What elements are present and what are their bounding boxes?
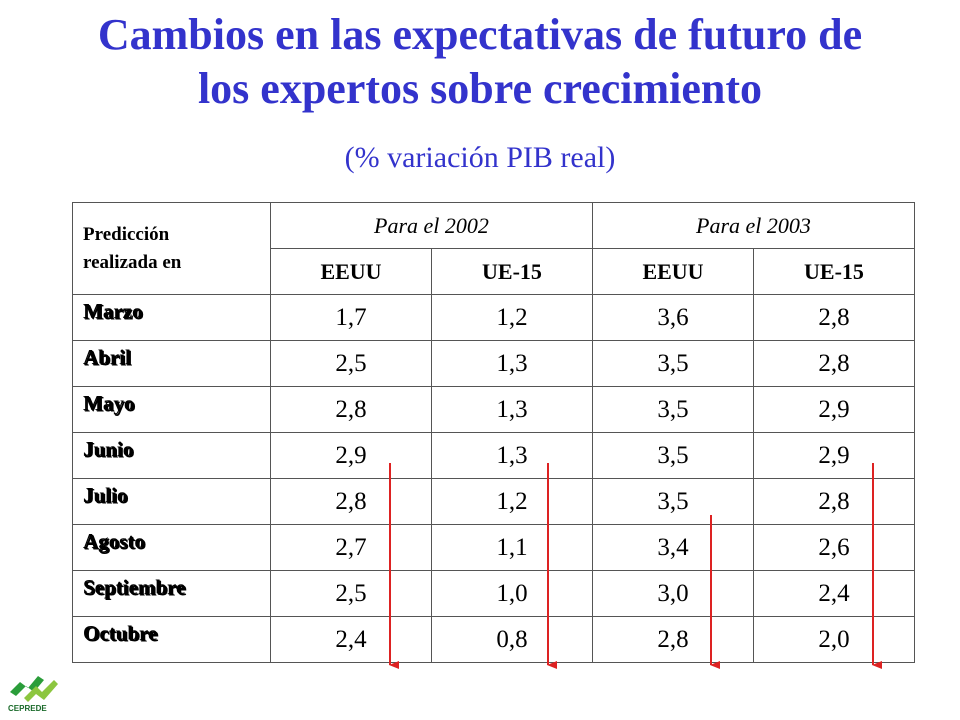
value-cell: 3,5 [592,432,754,479]
month-label: Septiembre [72,570,271,617]
month-label: Junio [72,432,271,479]
header-region: EEUU [270,248,432,295]
value-cell: 2,6 [753,524,915,571]
table-row: Abril 2,5 1,3 3,5 2,8 [72,340,915,387]
value-cell: 1,3 [431,340,593,387]
value-cell: 3,5 [592,386,754,433]
page-subtitle: (% variación PIB real) [344,141,616,174]
value-cell: 0,8 [431,616,593,663]
value-cell: 1,2 [431,294,593,341]
value-cell: 2,4 [270,616,432,663]
value-cell: 2,8 [592,616,754,663]
value-cell: 2,7 [270,524,432,571]
month-label: Julio [72,478,271,525]
ceprede-logo-icon: CEPREDE [8,676,58,713]
value-cell: 1,1 [431,524,593,571]
value-cell: 3,5 [592,340,754,387]
logo-text: CEPREDE [8,704,47,713]
corner-line-1: Predicción [83,223,170,245]
header-corner: Predicción realizada en [72,202,271,295]
value-cell: 2,5 [270,340,432,387]
value-cell: 1,2 [431,478,593,525]
value-cell: 2,8 [753,478,915,525]
table-row: Septiembre 2,5 1,0 3,0 2,4 [72,570,915,617]
title-line-2: los expertos sobre crecimiento [197,64,763,113]
value-cell: 2,9 [753,432,915,479]
value-cell: 1,7 [270,294,432,341]
value-cell: 3,0 [592,570,754,617]
table-row: Agosto 2,7 1,1 3,4 2,6 [72,524,915,571]
header-region: UE-15 [431,248,593,295]
value-cell: 2,8 [753,294,915,341]
title-line-1: Cambios en las expectativas de futuro de [97,10,863,59]
corner-line-2: realizada en [83,251,182,273]
value-cell: 2,9 [753,386,915,433]
table-row: Julio 2,8 1,2 3,5 2,8 [72,478,915,525]
month-label: Mayo [72,386,271,433]
value-cell: 2,0 [753,616,915,663]
month-label: Marzo [72,294,271,341]
forecast-table: Predicción realizada en Para el 2002 Par… [72,202,915,663]
value-cell: 3,4 [592,524,754,571]
month-label: Octubre [72,616,271,663]
value-cell: 2,9 [270,432,432,479]
value-cell: 3,5 [592,478,754,525]
month-label: Agosto [72,524,271,571]
header-region: UE-15 [753,248,915,295]
ceprede-logo: CEPREDE [6,670,62,719]
value-cell: 2,8 [753,340,915,387]
table-row: Octubre 2,4 0,8 2,8 2,0 [72,616,915,663]
header-year-2003: Para el 2003 [592,202,915,249]
table-row: Junio 2,9 1,3 3,5 2,9 [72,432,915,479]
header-row-years: Predicción realizada en Para el 2002 Par… [72,202,915,295]
page-title: Cambios en las expectativas de futuro de… [0,8,960,116]
